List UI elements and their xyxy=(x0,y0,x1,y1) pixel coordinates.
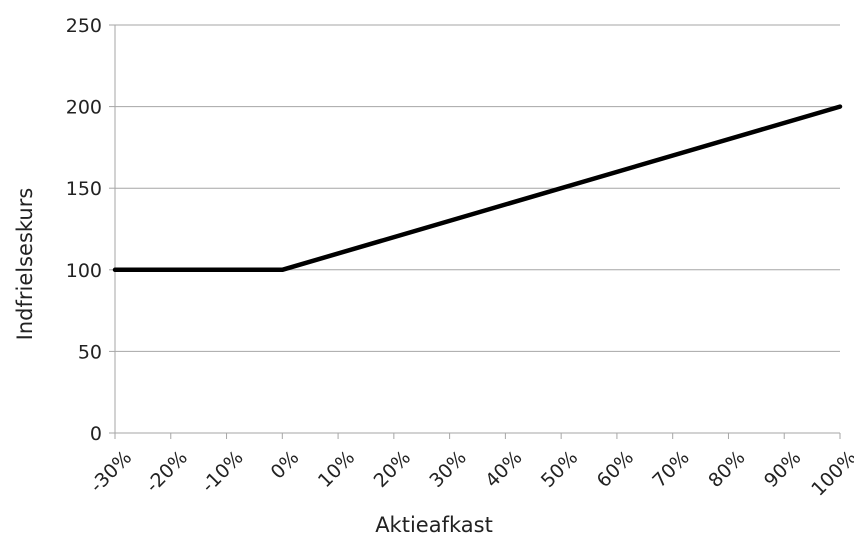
x-tick-label: 100% xyxy=(807,447,854,501)
y-tick-label: 100 xyxy=(66,260,102,282)
y-tick-label: 50 xyxy=(78,341,102,363)
x-axis-ticks: -30% -20% -10% 0% 10% 20% 30% 40% 50% 60% 70% 80% 90… xyxy=(86,433,854,501)
y-axis-ticks: 0 50 100 150 200 250 xyxy=(66,15,115,445)
gridlines xyxy=(115,24,840,352)
x-axis-title: Aktieafkast xyxy=(375,513,493,537)
y-tick-label: 250 xyxy=(66,15,102,37)
axes xyxy=(114,25,840,434)
x-tick-label: 10% xyxy=(314,447,359,492)
x-tick-label: -10% xyxy=(197,447,247,497)
x-tick-label: 50% xyxy=(537,447,582,492)
y-tick-label: 0 xyxy=(90,423,102,445)
x-tick-label: -30% xyxy=(86,447,136,497)
x-tick-label: 40% xyxy=(481,447,526,492)
x-tick-label: 70% xyxy=(648,447,693,492)
x-tick-label: 90% xyxy=(760,447,805,492)
x-tick-label: 0% xyxy=(267,447,304,484)
x-tick-label: 30% xyxy=(425,447,470,492)
y-tick-label: 150 xyxy=(66,178,102,200)
y-tick-label: 200 xyxy=(66,97,102,119)
series-line xyxy=(112,104,843,273)
x-tick-label: 60% xyxy=(593,447,638,492)
x-tick-label: 80% xyxy=(704,447,749,492)
x-tick-label: 20% xyxy=(370,447,415,492)
x-tick-label: -20% xyxy=(142,447,192,497)
y-axis-title: Indfrielseskurs xyxy=(13,188,37,341)
series-layer xyxy=(112,104,843,273)
